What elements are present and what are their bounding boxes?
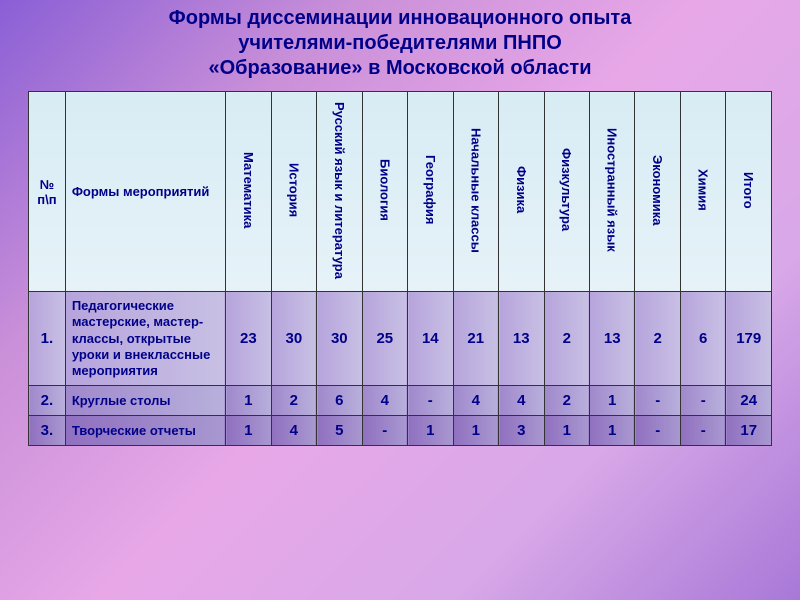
cell: 1 [544, 416, 589, 446]
col-subject-5: Начальные классы [453, 92, 498, 292]
table-row: 2. Круглые столы 1 2 6 4 - 4 4 2 1 - - 2… [29, 386, 772, 416]
col-subject-6: Физика [499, 92, 544, 292]
col-subject-9: Экономика [635, 92, 680, 292]
cell: 13 [589, 292, 634, 386]
page-title: Формы диссеминации инновационного опыта … [0, 0, 800, 91]
cell: - [680, 386, 725, 416]
cell-total: 179 [726, 292, 772, 386]
row-number: 3. [29, 416, 66, 446]
cell: 4 [453, 386, 498, 416]
cell: 14 [408, 292, 453, 386]
cell: 6 [680, 292, 725, 386]
row-form: Педагогические мастерские, мастер-классы… [65, 292, 225, 386]
cell: 6 [317, 386, 362, 416]
cell-total: 24 [726, 386, 772, 416]
col-subject-1: История [271, 92, 316, 292]
table-container: № п\п Формы мероприятий Математика Истор… [0, 91, 800, 446]
row-form: Круглые столы [65, 386, 225, 416]
cell-total: 17 [726, 416, 772, 446]
col-subject-10: Химия [680, 92, 725, 292]
cell: 4 [271, 416, 316, 446]
cell: 2 [635, 292, 680, 386]
row-number: 1. [29, 292, 66, 386]
cell: 30 [317, 292, 362, 386]
dissemination-table: № п\п Формы мероприятий Математика Истор… [28, 91, 772, 446]
cell: 1 [226, 386, 271, 416]
title-line-1: Формы диссеминации инновационного опыта [20, 6, 780, 31]
table-row: 3. Творческие отчеты 1 4 5 - 1 1 3 1 1 -… [29, 416, 772, 446]
col-subject-3: Биология [362, 92, 407, 292]
cell: 30 [271, 292, 316, 386]
cell: 25 [362, 292, 407, 386]
col-subject-8: Иностранный язык [589, 92, 634, 292]
col-subject-4: География [408, 92, 453, 292]
cell: 23 [226, 292, 271, 386]
cell: - [408, 386, 453, 416]
cell: 2 [544, 292, 589, 386]
cell: 1 [226, 416, 271, 446]
cell: - [362, 416, 407, 446]
cell: 1 [408, 416, 453, 446]
col-total: Итого [726, 92, 772, 292]
col-subject-2: Русский язык и литература [317, 92, 362, 292]
col-subject-0: Математика [226, 92, 271, 292]
cell: 4 [499, 386, 544, 416]
cell: 4 [362, 386, 407, 416]
header-row: № п\п Формы мероприятий Математика Истор… [29, 92, 772, 292]
cell: 2 [544, 386, 589, 416]
table-row: 1. Педагогические мастерские, мастер-кла… [29, 292, 772, 386]
title-line-2: учителями-победителями ПНПО [20, 31, 780, 56]
cell: 13 [499, 292, 544, 386]
col-subject-7: Физкультура [544, 92, 589, 292]
cell: - [635, 386, 680, 416]
col-number: № п\п [29, 92, 66, 292]
cell: 1 [453, 416, 498, 446]
cell: - [635, 416, 680, 446]
cell: 2 [271, 386, 316, 416]
cell: 3 [499, 416, 544, 446]
cell: 1 [589, 416, 634, 446]
cell: - [680, 416, 725, 446]
cell: 5 [317, 416, 362, 446]
col-form: Формы мероприятий [65, 92, 225, 292]
title-line-3: «Образование» в Московской области [20, 56, 780, 81]
row-form: Творческие отчеты [65, 416, 225, 446]
row-number: 2. [29, 386, 66, 416]
cell: 21 [453, 292, 498, 386]
cell: 1 [589, 386, 634, 416]
